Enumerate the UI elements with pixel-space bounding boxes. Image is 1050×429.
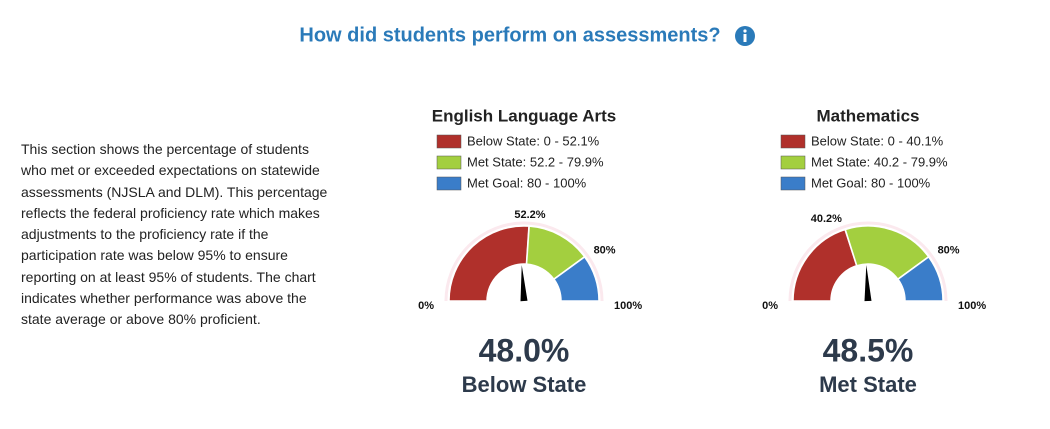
- legend-swatch: [436, 176, 462, 191]
- legend-swatch: [780, 176, 806, 191]
- gauge-needle: [864, 265, 872, 302]
- gauge-value: 48.5%: [823, 332, 914, 368]
- legend-label: Below State: 0 - 40.1%: [811, 133, 944, 148]
- gauge-halo: [788, 221, 948, 302]
- gauge-segment: [448, 225, 530, 302]
- gauge-title: English Language Arts: [432, 106, 617, 125]
- gauge-tick-label: 0%: [762, 300, 778, 312]
- info-icon[interactable]: [735, 26, 755, 46]
- gauge-value: 48.0%: [479, 332, 570, 368]
- gauge-tick-label: 0%: [418, 300, 434, 312]
- legend-label: Below State: 0 - 52.1%: [467, 133, 600, 148]
- section-title: How did students perform on assessments?: [299, 24, 720, 46]
- gauge-tick-label: 80%: [594, 244, 616, 256]
- gauge-tick-label: 100%: [958, 300, 986, 312]
- gauge-needle: [520, 265, 528, 302]
- legend-swatch: [436, 134, 462, 149]
- description: This section shows the percentage of stu…: [21, 141, 328, 328]
- gauge-tick-label: 100%: [614, 300, 642, 312]
- legend-swatch: [780, 134, 806, 149]
- gauge-segment: [896, 255, 944, 302]
- legend-label: Met Goal: 80 - 100%: [467, 175, 587, 190]
- gauge-status: Met State: [819, 372, 917, 397]
- legend-label: Met State: 52.2 - 79.9%: [467, 154, 604, 169]
- gauge-segment: [552, 255, 600, 302]
- gauge-tick-label: 80%: [938, 244, 960, 256]
- gauge-halo: [444, 221, 604, 302]
- gauge-status: Below State: [462, 372, 587, 397]
- gauge-tick-label: 52.2%: [514, 209, 545, 221]
- gauge-tick-label: 40.2%: [811, 213, 842, 225]
- legend-swatch: [436, 155, 462, 170]
- gauge-title: Mathematics: [817, 106, 920, 125]
- legend-label: Met Goal: 80 - 100%: [811, 175, 931, 190]
- gauge-segment: [792, 228, 858, 302]
- legend-swatch: [780, 155, 806, 170]
- legend-label: Met State: 40.2 - 79.9%: [811, 154, 948, 169]
